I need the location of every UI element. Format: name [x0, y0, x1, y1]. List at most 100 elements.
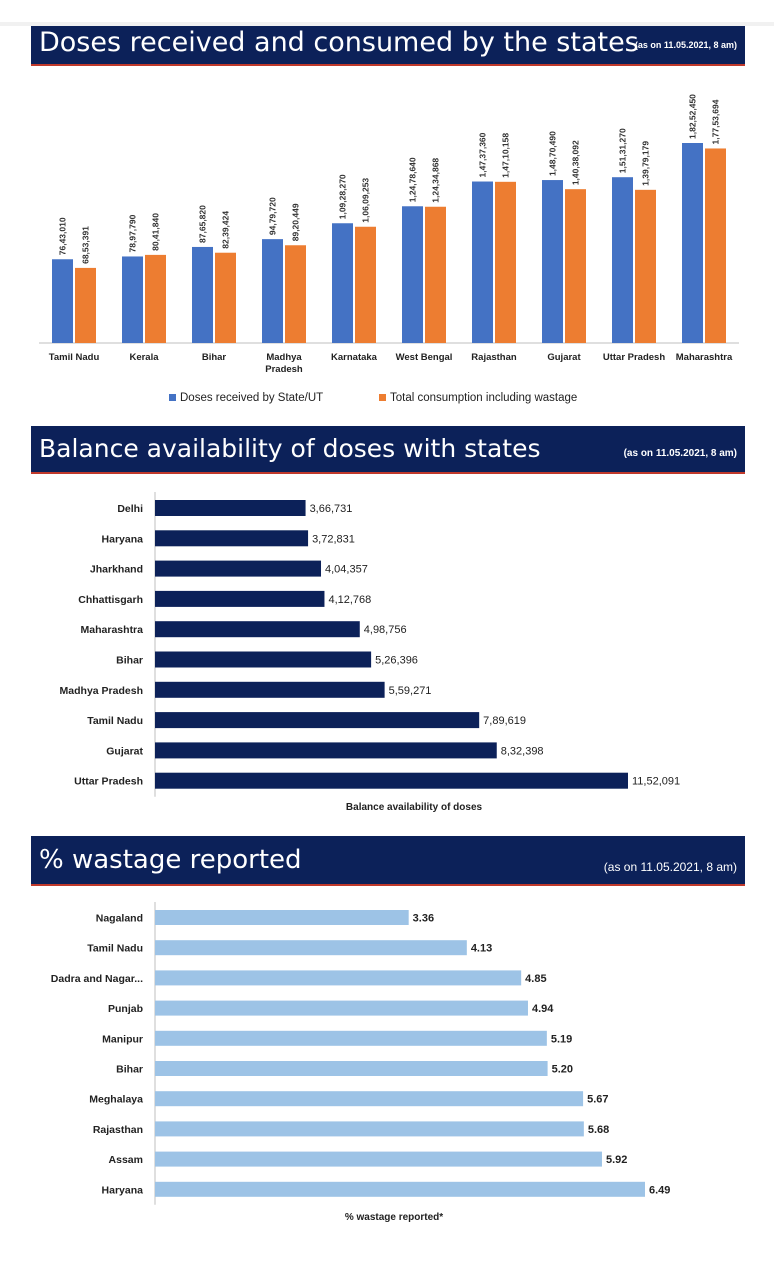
bar	[155, 1000, 528, 1016]
data-label: 3,66,731	[310, 503, 353, 515]
bar	[155, 940, 467, 956]
category-label: Delhi	[117, 503, 143, 515]
category-label: Karnataka	[331, 352, 378, 363]
category-label: Madhya	[266, 352, 302, 363]
data-label: 7,89,619	[483, 715, 526, 727]
data-label: 80,41,840	[151, 213, 161, 251]
data-label: 11,52,091	[632, 776, 680, 788]
data-label: 1,24,78,640	[408, 157, 418, 202]
data-label: 1,51,31,270	[618, 128, 628, 173]
category-label: Bihar	[202, 352, 227, 363]
data-label: 5.19	[551, 1033, 572, 1045]
data-label: 5.92	[606, 1154, 627, 1166]
category-label: Punjab	[108, 1003, 143, 1015]
bar	[155, 651, 372, 668]
data-label: 89,20,449	[291, 203, 301, 241]
bar	[155, 1181, 645, 1197]
data-label: 1,09,28,270	[338, 174, 348, 219]
data-label: 1,48,70,490	[548, 131, 558, 176]
balance-panel-date: (as on 11.05.2021, 8 am)	[623, 448, 737, 459]
bar	[155, 590, 325, 607]
doses-panel-header: Doses received and consumed by the state…	[31, 26, 745, 66]
category-label: Maharashtra	[676, 352, 733, 363]
bar-consumed	[145, 254, 166, 343]
category-label: Madhya Pradesh	[60, 685, 143, 697]
bar	[155, 560, 322, 577]
top-edge-line	[0, 22, 774, 26]
bar-received	[262, 239, 283, 343]
data-label: 5,59,271	[389, 685, 432, 697]
doses-chart: 76,43,010 68,53,391 Tamil Nadu 78,97,790 80,…	[39, 94, 739, 404]
bar-consumed	[355, 226, 376, 343]
bar-consumed	[75, 267, 96, 343]
legend-label-received: Doses received by State/UT	[180, 392, 323, 404]
data-label: 8,32,398	[501, 745, 544, 757]
category-label: Rajasthan	[471, 352, 517, 363]
bar-consumed	[215, 252, 236, 343]
bar	[155, 530, 309, 547]
category-label: Jharkhand	[90, 564, 143, 576]
bar	[155, 500, 306, 516]
doses-panel-title: Doses received and consumed by the state…	[39, 27, 639, 58]
data-label: 4.94	[532, 1003, 554, 1015]
bar-consumed	[705, 148, 726, 343]
data-label: 1,39,79,179	[641, 141, 651, 186]
bar-received	[402, 206, 423, 343]
bar	[155, 681, 385, 698]
bar-consumed	[495, 181, 516, 343]
category-label: Tamil Nadu	[87, 943, 143, 955]
bar	[155, 772, 628, 789]
balance-panel-title: Balance availability of doses with state…	[39, 434, 541, 463]
bar-received	[122, 256, 143, 343]
category-label: Gujarat	[547, 352, 581, 363]
wastage-chart: Nagaland 3.36 Tamil Nadu 4.13 Dadra and Naga…	[51, 902, 670, 1223]
bar	[155, 742, 497, 759]
category-label: Manipur	[102, 1033, 143, 1045]
data-label: 4.13	[471, 943, 492, 955]
bar-consumed	[285, 245, 306, 343]
category-label: Bihar	[116, 1064, 143, 1076]
bar-consumed	[425, 206, 446, 343]
data-label: 1,82,52,450	[688, 94, 698, 139]
doses-panel-date: (as on 11.05.2021, 8 am)	[634, 40, 737, 50]
data-label: 4,12,768	[328, 594, 371, 606]
bar	[155, 1030, 547, 1046]
data-label: 1,24,34,868	[431, 158, 441, 203]
data-label: 1,06,09,253	[361, 178, 371, 223]
category-label: Tamil Nadu	[49, 352, 100, 363]
category-label: Pradesh	[265, 364, 303, 375]
category-label: Haryana	[102, 1184, 144, 1196]
bar-consumed	[635, 189, 656, 343]
data-label: 4.85	[525, 973, 546, 985]
data-label: 1,47,10,158	[501, 133, 511, 178]
bar	[155, 1091, 584, 1107]
balance-chart: Delhi 3,66,731 Haryana 3,72,831 Jharkhand 4,0…	[60, 492, 680, 813]
bar-received	[472, 181, 493, 343]
category-label: Chhattisgarh	[78, 594, 143, 606]
data-label: 5.68	[588, 1124, 609, 1136]
balance-panel-header: Balance availability of doses with state…	[31, 426, 745, 474]
category-label: Kerala	[129, 352, 159, 363]
data-label: 1,77,53,694	[711, 99, 721, 144]
data-label: 94,79,720	[268, 197, 278, 235]
category-label: Rajasthan	[93, 1124, 143, 1136]
bar	[155, 970, 522, 986]
wastage-panel-title: % wastage reported	[39, 845, 302, 875]
bar-received	[612, 177, 633, 343]
data-label: 1,40,38,092	[571, 140, 581, 185]
bar-consumed	[565, 189, 586, 343]
category-label: Bihar	[116, 655, 143, 667]
category-label: Tamil Nadu	[87, 715, 143, 727]
category-label: Uttar Pradesh	[603, 352, 665, 363]
data-label: 1,47,37,360	[478, 132, 488, 177]
category-label: Uttar Pradesh	[74, 776, 143, 788]
wastage-panel-header: % wastage reported (as on 11.05.2021, 8 …	[31, 836, 745, 886]
bar	[155, 1061, 548, 1076]
data-label: 82,39,424	[221, 211, 231, 249]
legend-swatch-received	[169, 394, 176, 401]
legend-label-consumed: Total consumption including wastage	[390, 392, 577, 404]
data-label: 76,43,010	[58, 217, 68, 255]
data-label: 3,72,831	[312, 533, 355, 545]
data-label: 78,97,790	[128, 214, 138, 252]
bar	[155, 1151, 602, 1167]
